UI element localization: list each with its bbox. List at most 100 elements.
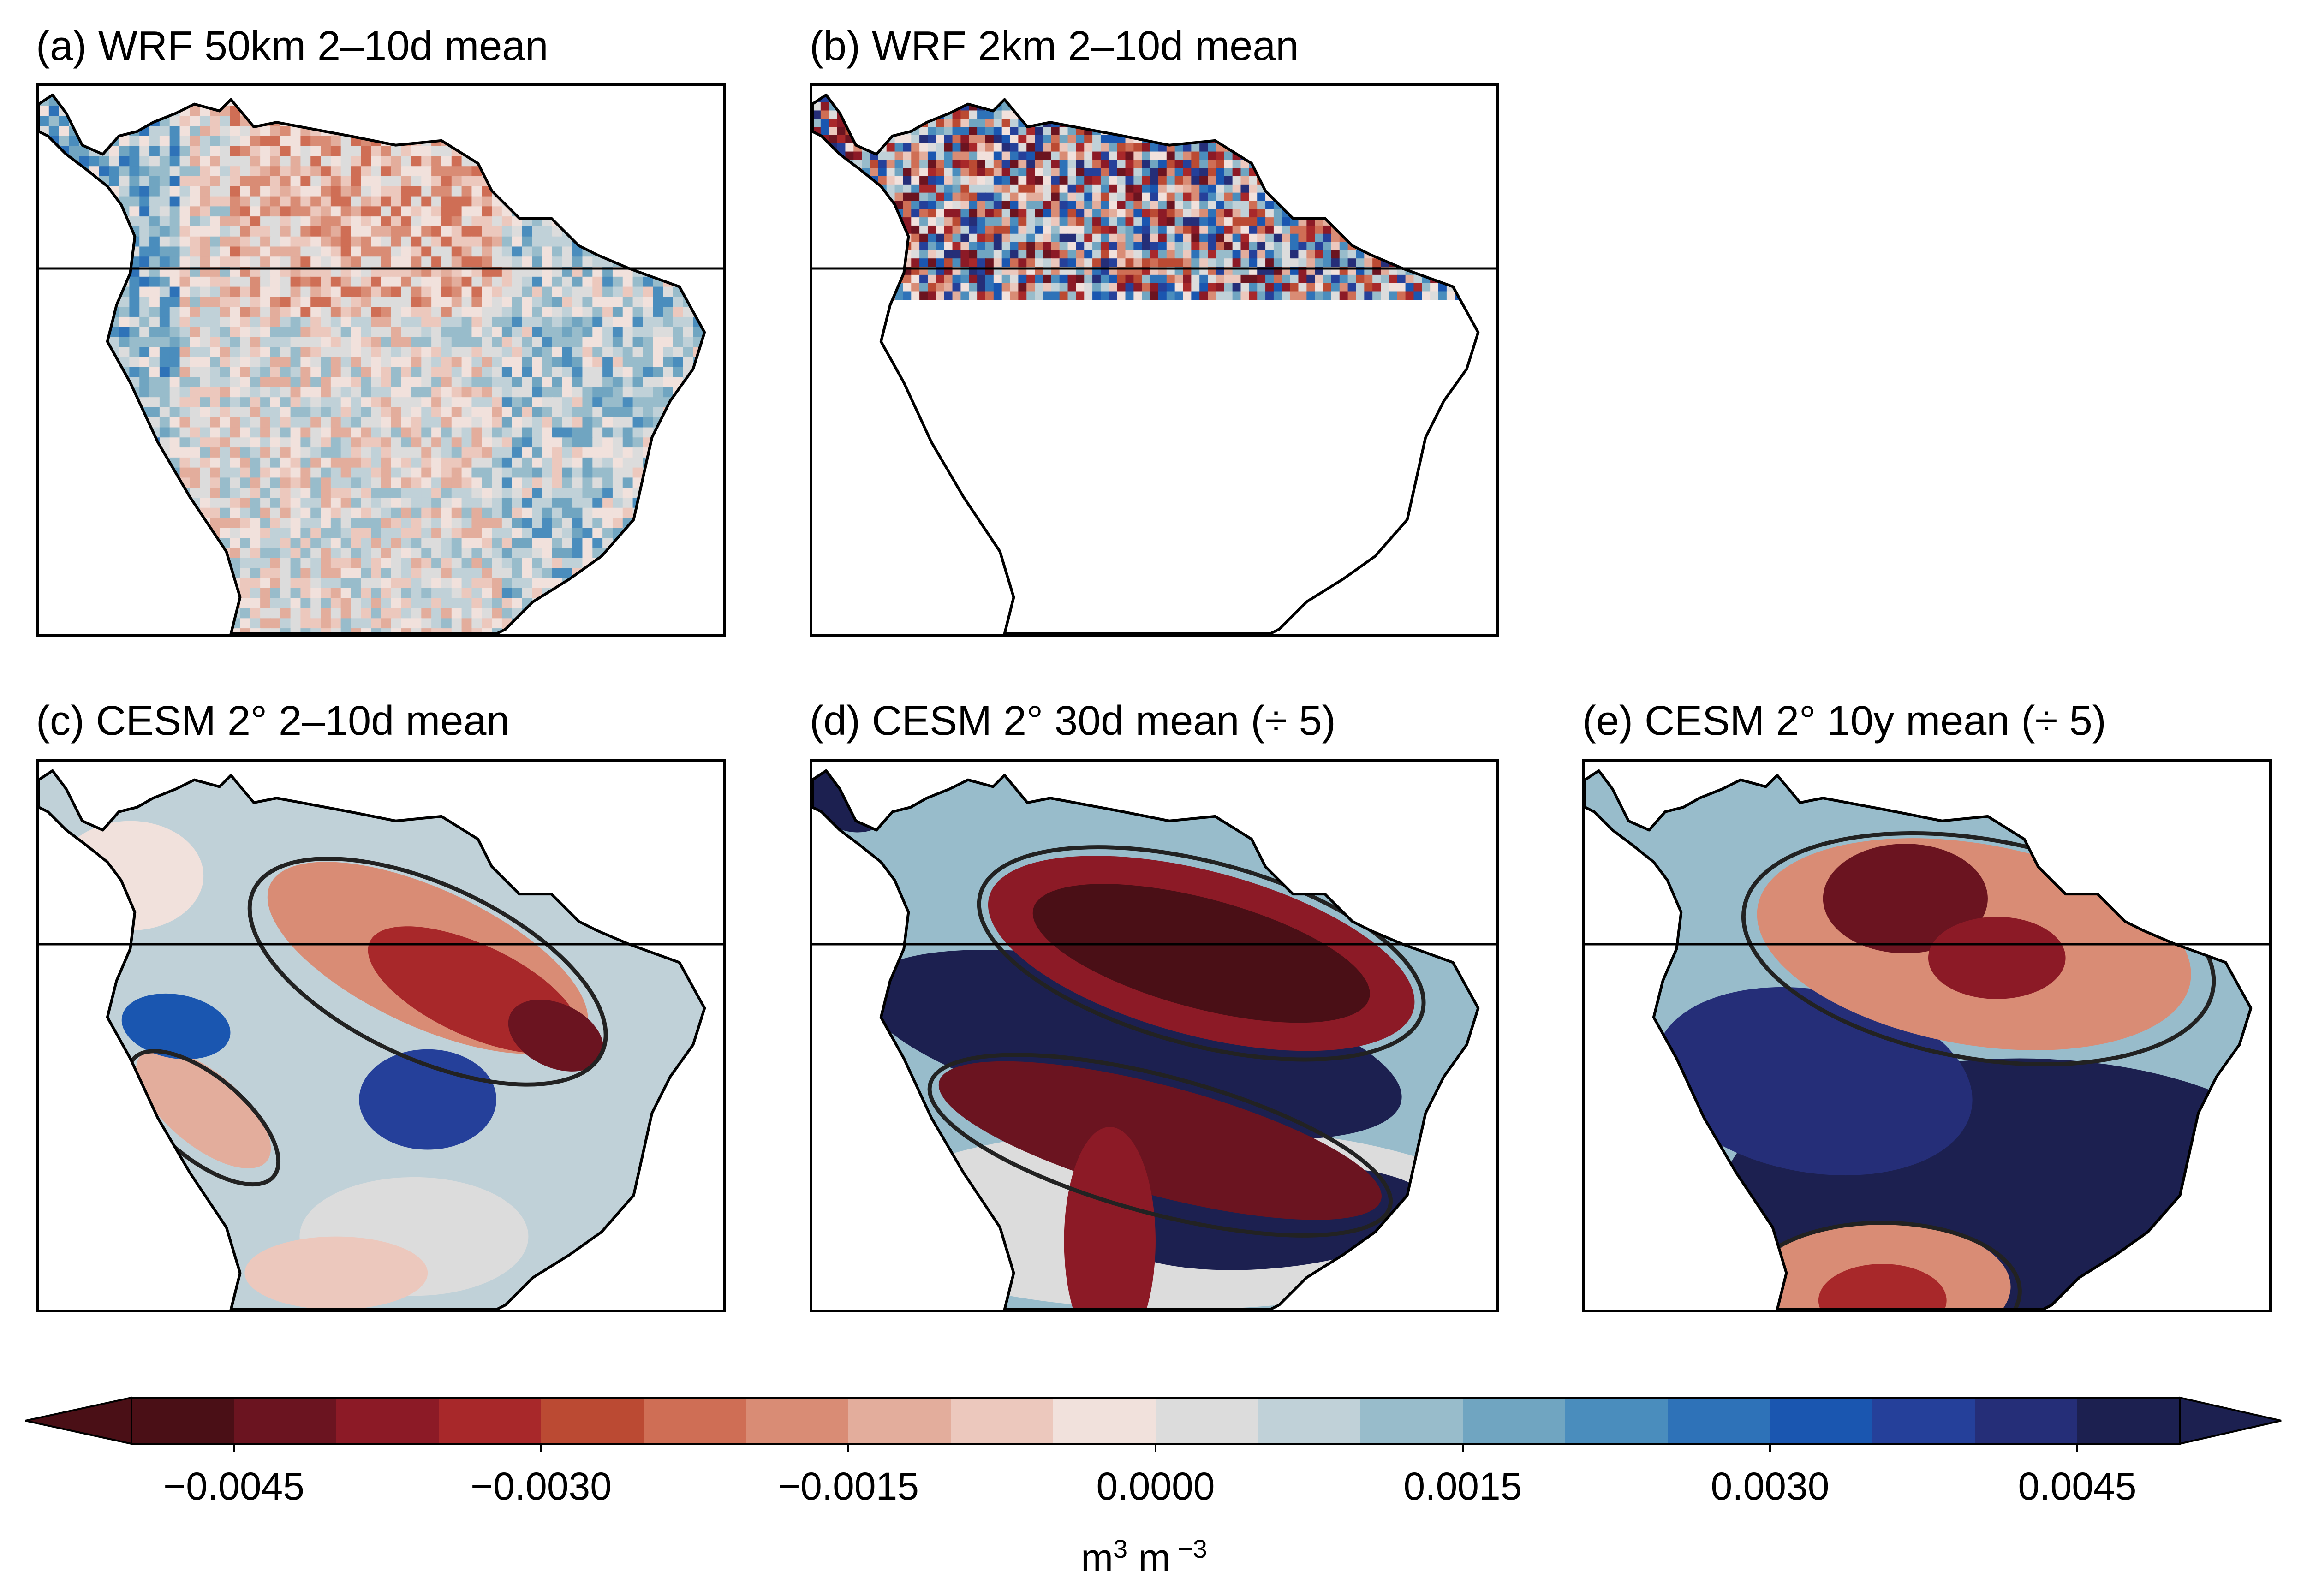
field-cell [492, 316, 502, 328]
field-cell [59, 397, 70, 408]
field-cell [371, 427, 382, 438]
field-cell [139, 156, 150, 167]
field-cell [250, 276, 261, 287]
field-cell [1150, 102, 1159, 111]
field-cell [592, 136, 603, 147]
field-cell [703, 146, 705, 157]
field-cell [79, 558, 90, 569]
field-cell [853, 176, 863, 185]
field-cell [673, 477, 684, 488]
field-cell [340, 226, 352, 237]
field-cell [240, 538, 251, 548]
panel-a-title: (a) WRF 50km 2–10d mean [36, 23, 548, 69]
field-cell [1249, 143, 1258, 152]
field-cell [351, 407, 362, 418]
field-cell [139, 598, 150, 609]
field-cell [492, 387, 502, 398]
field-cell [330, 297, 341, 308]
field-cell [310, 146, 322, 157]
field-cell [1142, 119, 1151, 128]
field-cell [48, 196, 60, 207]
field-cell [829, 86, 838, 95]
field-cell [592, 588, 603, 599]
field-cell [1405, 184, 1414, 193]
field-cell [673, 95, 684, 96]
field-cell [952, 168, 961, 177]
field-cell [270, 568, 281, 579]
field-cell [1479, 127, 1488, 136]
field-cell [190, 116, 201, 127]
field-cell [290, 176, 301, 187]
field-cell [522, 528, 533, 539]
field-cell [1199, 102, 1209, 111]
field-cell [139, 558, 150, 569]
field-cell [240, 196, 251, 207]
field-cell [260, 226, 271, 237]
field-cell [501, 357, 513, 368]
field-cell [1232, 192, 1241, 202]
field-cell [340, 397, 352, 408]
field-cell [421, 367, 432, 378]
field-cell [542, 598, 553, 609]
field-cell [169, 518, 180, 529]
field-cell [653, 518, 664, 529]
field-cell [200, 226, 210, 237]
field-cell [79, 276, 90, 287]
field-cell [1331, 110, 1340, 119]
field-cell [260, 608, 271, 619]
field-cell [1174, 160, 1184, 169]
field-cell [260, 186, 271, 197]
field-cell [501, 156, 513, 167]
field-cell [683, 407, 694, 418]
field-cell [1249, 102, 1258, 111]
panel-b-title: (b) WRF 2km 2–10d mean [810, 23, 1299, 69]
field-cell [230, 206, 241, 217]
field-cell [1446, 102, 1455, 111]
field-cell [592, 437, 603, 448]
field-cell [391, 447, 402, 458]
field-cell [461, 578, 472, 589]
field-cell [451, 457, 462, 468]
field-cell [290, 367, 301, 378]
field-cell [129, 186, 140, 197]
field-cell [230, 196, 241, 207]
field-cell [109, 397, 120, 408]
field-cell [653, 397, 664, 408]
field-cell [340, 528, 352, 539]
field-cell [290, 357, 301, 368]
field-cell [602, 297, 613, 308]
field-cell [340, 457, 352, 468]
field-cell [119, 548, 130, 559]
field-cell [89, 337, 100, 348]
field-cell [240, 588, 251, 599]
field-cell [1051, 95, 1060, 103]
field-cell [59, 427, 70, 438]
field-cell [411, 347, 422, 358]
field-cell [1282, 168, 1291, 177]
field-cell [290, 548, 301, 559]
field-cell [542, 136, 553, 147]
field-cell [280, 608, 291, 619]
field-cell [703, 156, 705, 167]
field-cell [89, 387, 100, 398]
field-cell [673, 236, 684, 247]
field-cell [159, 507, 170, 518]
field-cell [693, 457, 704, 468]
field-cell [240, 377, 251, 388]
field-cell [622, 95, 633, 96]
field-cell [1306, 95, 1316, 103]
field-cell [471, 437, 483, 448]
field-cell [1043, 176, 1052, 185]
field-cell [1109, 102, 1118, 111]
field-cell [1455, 86, 1464, 95]
field-cell [703, 618, 705, 629]
field-cell [79, 598, 90, 609]
field-cell [351, 337, 362, 348]
field-cell [159, 588, 170, 599]
field-cell [159, 407, 170, 418]
field-cell [1191, 86, 1200, 95]
field-cell [209, 166, 221, 177]
field-cell [820, 127, 829, 136]
field-cell [471, 558, 483, 569]
field-cell [870, 192, 879, 202]
